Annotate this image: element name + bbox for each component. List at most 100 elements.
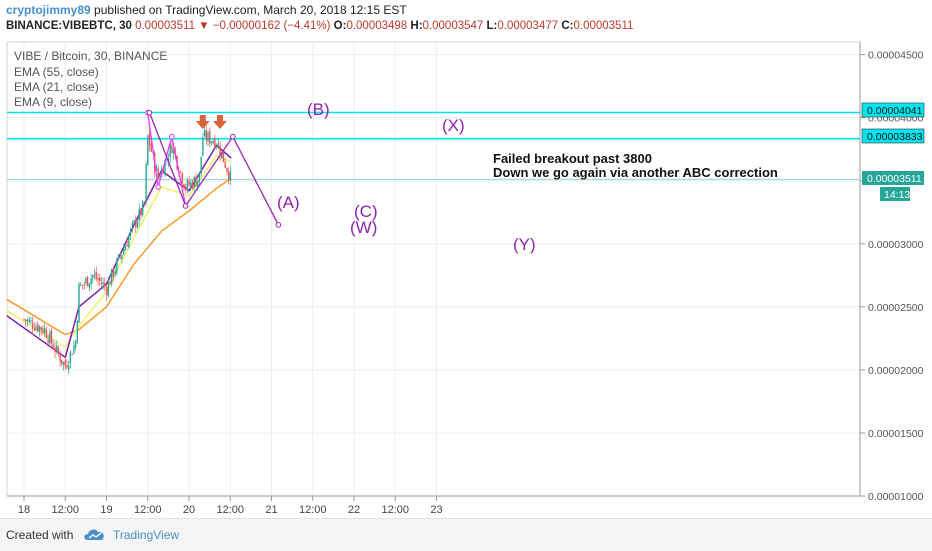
x-tick-label: 12:00: [51, 504, 79, 516]
tradingview-cloud-icon[interactable]: [82, 527, 108, 543]
ohlc-line: BINANCE:VIBEBTC, 30 0.00003511 ▼ −0.0000…: [6, 20, 633, 32]
author-link[interactable]: cryptojimmy89: [6, 3, 91, 17]
candle-body: [198, 173, 201, 182]
countdown-text: 14:13: [884, 189, 910, 201]
x-tick-label: 21: [265, 504, 277, 516]
candle-body: [140, 208, 142, 216]
note-line-1: Failed breakout past 3800: [493, 151, 652, 166]
x-tick-label: 20: [183, 504, 195, 516]
candle-body: [131, 222, 134, 227]
wxy-wave-point[interactable]: [146, 109, 153, 116]
level-high-badge: [861, 102, 925, 118]
last-price: 0.00003511: [135, 20, 195, 32]
candle-body: [50, 330, 53, 344]
published-text: published on TradingView.com, March 20, …: [94, 3, 407, 17]
candle-body: [86, 276, 89, 287]
candle-body: [150, 143, 152, 152]
candle-body: [64, 360, 66, 367]
x-tick-label: 19: [100, 504, 112, 516]
candle-body: [73, 345, 75, 354]
candle-body: [155, 166, 158, 171]
created-with-label: Created with: [6, 528, 74, 542]
candle-body: [164, 159, 166, 176]
candle-body: [124, 245, 127, 251]
wxy-wave-point[interactable]: [182, 203, 189, 209]
candle-body: [119, 255, 121, 257]
wave-label-w: (W): [350, 218, 377, 237]
candle-body: [147, 135, 149, 166]
tradingview-brand-link[interactable]: TradingView: [113, 528, 180, 542]
time-axis[interactable]: 18 12:00 19 12:00 20 12:00 21 12:00 22 12:00 23: [18, 496, 443, 516]
candle-body: [90, 277, 92, 284]
candle-body: [145, 164, 147, 203]
candle-body: [71, 354, 73, 356]
wxy-wave-point[interactable]: [275, 222, 282, 228]
wxy-wave-line[interactable]: [148, 112, 279, 226]
y-tick-label: 0.00002000: [868, 365, 924, 377]
y-tick-label: 0.00003000: [868, 239, 924, 251]
candle-body: [203, 130, 206, 137]
change-arrow-icon: ▼: [198, 20, 210, 32]
candle-body: [114, 271, 116, 275]
candle-body: [171, 144, 173, 153]
candle-body: [169, 144, 171, 158]
candle-body: [197, 180, 199, 188]
elliott-wave-drawings[interactable]: [144, 109, 282, 228]
candle-body: [104, 282, 106, 287]
candle-body: [138, 208, 140, 222]
candle-body: [222, 149, 225, 163]
candle-body: [172, 149, 175, 154]
publish-line: cryptojimmy89 published on TradingView.c…: [6, 3, 407, 17]
countdown-badge: [880, 187, 910, 201]
abc-wave-point[interactable]: [155, 184, 161, 190]
level-mid-badge: [861, 128, 925, 144]
x-tick-label: 12:00: [381, 504, 409, 516]
candle-body: [191, 181, 194, 189]
candle-body: [83, 283, 85, 285]
y-tick-label: 0.00001000: [868, 491, 924, 503]
legend-title: VIBE / Bitcoin, 30, BINANCE: [14, 49, 167, 63]
abc-wave-point[interactable]: [169, 133, 175, 140]
high-label: H:: [410, 20, 423, 32]
wxy-wave-point[interactable]: [230, 133, 236, 140]
candle-body: [54, 347, 56, 352]
candle-body: [99, 277, 101, 281]
candle-body: [202, 137, 204, 156]
x-tick-label: 23: [430, 504, 442, 516]
high-value: 0.00003547: [422, 20, 484, 32]
y-tick-label: 0.00001500: [868, 428, 924, 440]
candle-body: [135, 219, 137, 228]
last-price-badge: [862, 171, 924, 185]
candle-body: [31, 322, 34, 329]
chart-grid: [7, 42, 860, 497]
x-tick-label: 22: [348, 504, 360, 516]
candle-body: [190, 181, 192, 186]
candle-body: [56, 345, 58, 351]
candle-body: [224, 161, 226, 168]
ema-9-line: [6, 144, 232, 359]
candle-body: [102, 282, 104, 285]
ema-55-line: [6, 177, 232, 336]
candle-body: [100, 283, 103, 285]
price-badges: 0.00004041 0.00003833 0.00003511 14:13: [861, 102, 925, 201]
candle-body: [49, 332, 51, 344]
x-tick-label: 12:00: [134, 504, 162, 516]
chart-header: cryptojimmy89 published on TradingView.c…: [0, 0, 932, 38]
abc-wave-line[interactable]: [147, 112, 187, 207]
candle-body: [76, 321, 78, 343]
candle-body: [30, 320, 32, 322]
last-price-text: 0.00003511: [867, 173, 922, 185]
legend-ema-55: EMA (55, close): [14, 65, 99, 79]
chart-area[interactable]: VIBE / Bitcoin, 30, BINANCE EMA (55, clo…: [0, 38, 932, 518]
trade-note: Failed breakout past 3800 Down we go aga…: [493, 151, 778, 180]
candle-body: [129, 229, 132, 236]
down-arrow-icon: [195, 114, 210, 129]
candle-body: [219, 145, 221, 156]
candle-body: [38, 326, 41, 332]
candle-body: [133, 220, 135, 224]
candle-body: [228, 171, 230, 181]
wave-label-x: (X): [442, 116, 465, 135]
candle-body: [78, 283, 80, 323]
candle-body: [212, 141, 214, 144]
low-value: 0.00003477: [497, 20, 559, 32]
